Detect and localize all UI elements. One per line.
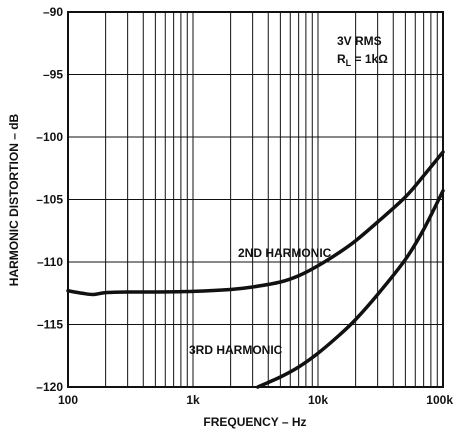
x-tick-label: 10k <box>308 393 328 407</box>
plot-frame <box>67 11 444 388</box>
x-tick-label: 1k <box>186 393 200 407</box>
y-tick-label: –100 <box>36 130 63 144</box>
annotation-3rd-harmonic: 3RD HARMONIC <box>189 343 283 357</box>
condition-load: RL = 1kΩ <box>337 52 388 68</box>
y-tick-label: –110 <box>37 255 63 269</box>
curves <box>66 150 445 389</box>
condition-voltage: 3V RMS <box>337 34 382 48</box>
annotation-2nd-harmonic: 2ND HARMONIC <box>238 246 332 260</box>
grid <box>68 12 443 387</box>
condition-load-value: = 1kΩ <box>351 52 388 66</box>
y-tick-label: –95 <box>43 68 63 82</box>
y-tick-label: –105 <box>36 193 63 207</box>
series-3rd-harmonic-line <box>256 189 445 389</box>
y-axis-title: HARMONIC DISTORTION – dB <box>7 113 21 286</box>
x-tick-labels: 100 1k 10k 100k <box>58 393 453 407</box>
series-2nd-harmonic-line <box>66 150 445 297</box>
condition-load-prefix: R <box>337 52 346 66</box>
x-tick-label: 100k <box>426 393 453 407</box>
y-tick-label: –120 <box>36 380 63 394</box>
y-tick-label: –115 <box>37 318 63 332</box>
y-tick-label: –90 <box>43 5 63 19</box>
condition-load-subscript: L <box>346 58 352 68</box>
y-tick-labels: –90 –95 –100 –105 –110 –115 –120 <box>36 5 63 394</box>
x-tick-label: 100 <box>58 393 78 407</box>
x-axis-title: FREQUENCY – Hz <box>203 415 306 429</box>
